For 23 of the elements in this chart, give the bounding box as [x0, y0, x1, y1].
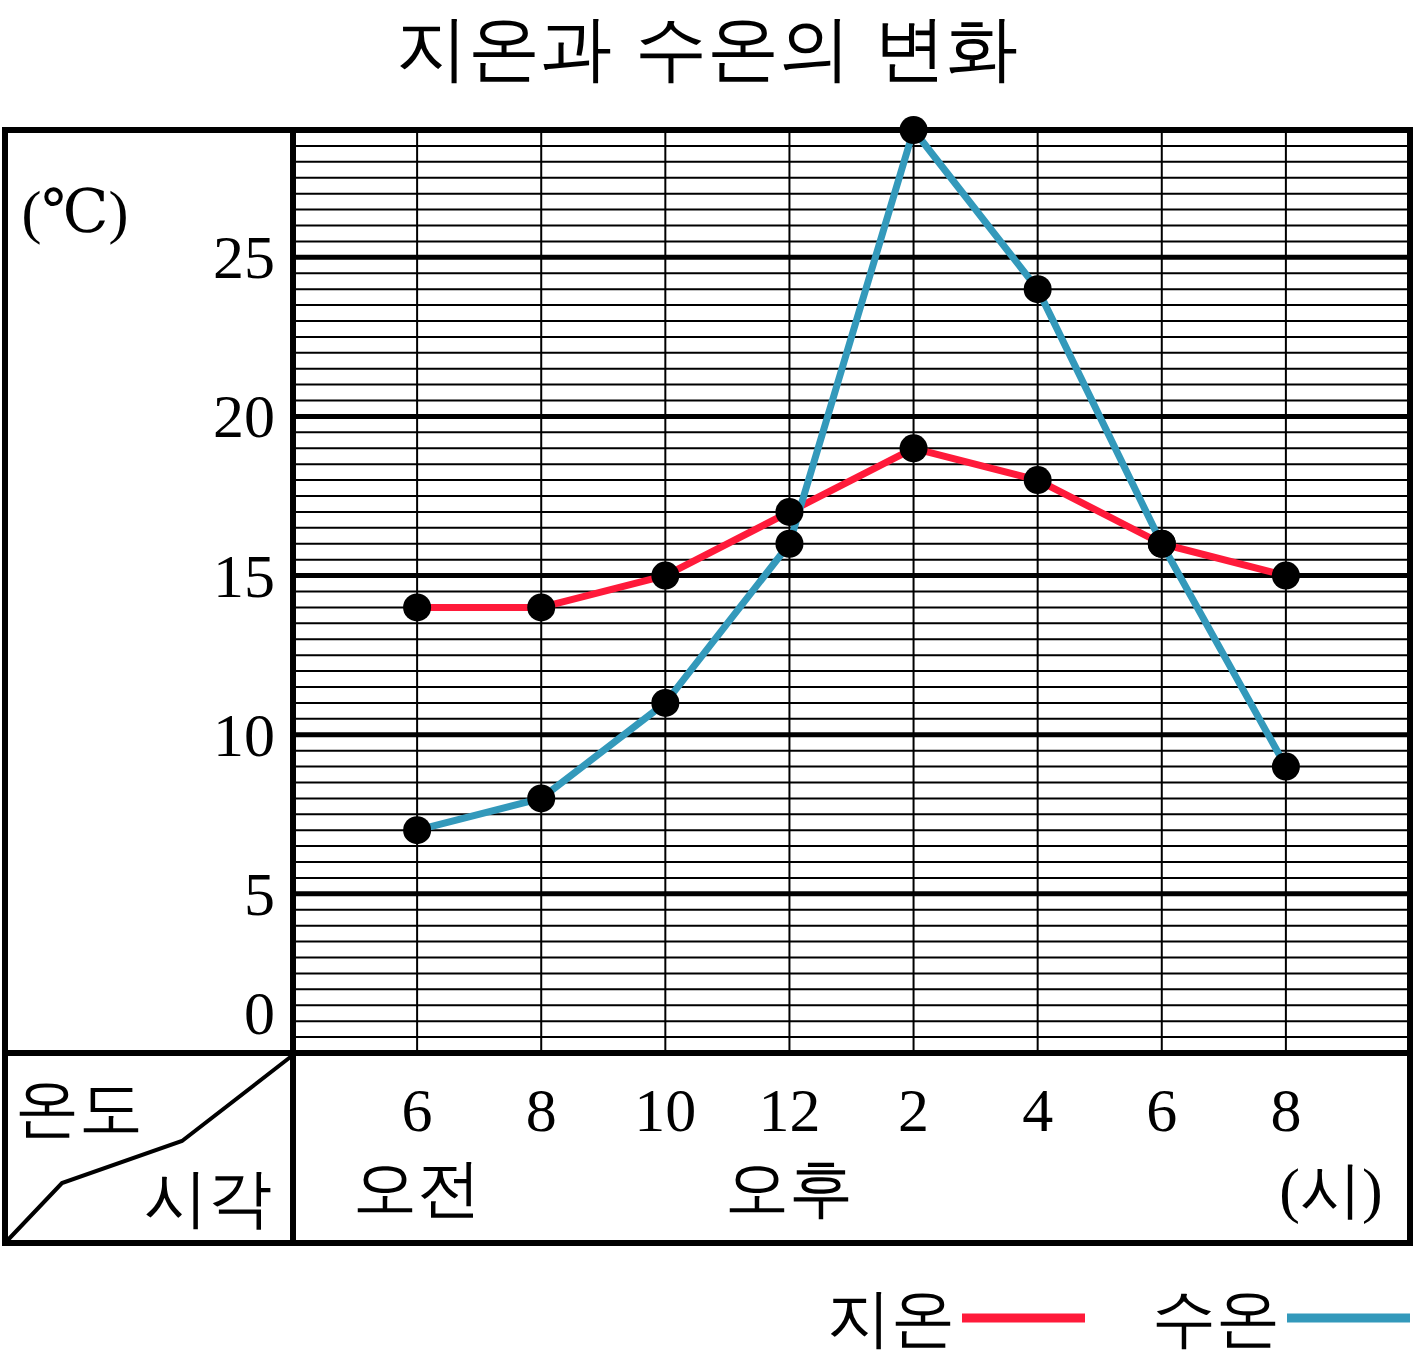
ytick: 15	[213, 541, 275, 610]
xtick: 6	[1146, 1076, 1178, 1144]
annotation: 오후	[725, 1151, 854, 1225]
ytick: 5	[244, 859, 275, 928]
title: 지온과 수온의 변화	[396, 6, 1018, 90]
xlabel: (시)	[1279, 1156, 1383, 1224]
xtick: 2	[898, 1076, 930, 1144]
ylabel: (℃)	[21, 179, 129, 245]
ytick: 20	[213, 382, 275, 451]
ytick: 0	[244, 979, 275, 1047]
xtick: 12	[758, 1076, 821, 1144]
annotation: 오전	[353, 1151, 482, 1225]
annotation: 시각	[144, 1161, 272, 1235]
ytick: 25	[213, 223, 275, 292]
ytick: 10	[213, 700, 275, 769]
xtick: 10	[634, 1076, 697, 1144]
xtick: 8	[1270, 1076, 1302, 1144]
legend-label: 지온	[827, 1281, 955, 1355]
annotation: 온도	[15, 1071, 143, 1145]
xtick: 6	[401, 1076, 433, 1144]
xtick: 8	[525, 1076, 557, 1144]
legend-label: 수온	[1152, 1281, 1280, 1355]
xtick: 4	[1022, 1076, 1054, 1144]
